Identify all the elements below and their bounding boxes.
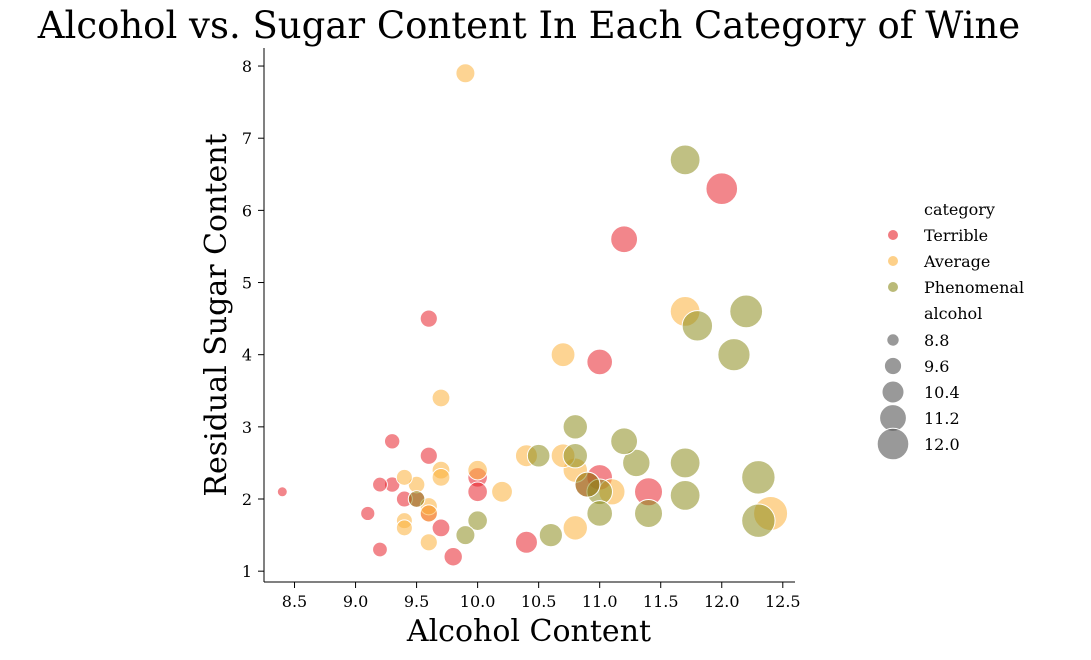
x-tick-label: 12.5 <box>765 592 801 611</box>
point-phenomenal-18 <box>729 294 764 329</box>
point-average-14 <box>550 342 576 368</box>
points-layer <box>276 63 789 567</box>
point-phenomenal-6 <box>562 443 588 469</box>
point-phenomenal-4 <box>538 522 563 548</box>
point-average-7 <box>431 388 451 408</box>
point-terrible-14 <box>467 481 488 503</box>
point-terrible-8 <box>419 309 438 328</box>
legend-swatch-phenomenal <box>887 281 899 293</box>
y-tick-label: 8 <box>242 57 252 76</box>
point-terrible-16 <box>586 348 613 376</box>
point-phenomenal-20 <box>741 503 776 538</box>
legend-size-label: 11.2 <box>924 409 960 428</box>
x-axis-label: Alcohol Content <box>406 614 651 649</box>
point-phenomenal-12 <box>634 498 664 528</box>
legend: category Terrible Average Phenomenal alcoh… <box>876 200 1024 461</box>
point-terrible-1 <box>360 505 376 522</box>
point-phenomenal-11 <box>622 448 651 478</box>
point-average-10 <box>455 63 476 84</box>
y-tick-label: 3 <box>242 418 252 437</box>
x-tick-label: 11.5 <box>643 592 679 611</box>
legend-size-swatch <box>886 333 900 347</box>
legend-size-label: 8.8 <box>924 331 949 350</box>
legend-swatch-average <box>887 255 899 267</box>
y-tick-label: 2 <box>242 490 252 509</box>
x-ticks: 8.5 9.0 9.5 10.0 10.5 11.0 11.5 12.0 12.5 <box>282 582 801 611</box>
legend-size-swatch <box>879 404 907 432</box>
point-phenomenal-16 <box>681 310 714 342</box>
point-terrible-3 <box>372 541 388 558</box>
point-average-2 <box>395 519 413 537</box>
x-tick-label: 9.0 <box>343 592 368 611</box>
legend-size-items: 8.8 9.6 10.4 11.2 12.0 <box>876 331 960 461</box>
point-phenomenal-14 <box>669 447 701 479</box>
x-tick-label: 10.5 <box>521 592 557 611</box>
legend-hue-items: Terrible Average Phenomenal <box>887 226 1024 297</box>
point-terrible-0 <box>276 486 288 498</box>
legend-size-label: 9.6 <box>924 357 949 376</box>
point-terrible-2 <box>372 476 388 493</box>
point-terrible-11 <box>431 518 451 538</box>
legend-size-label: 12.0 <box>924 435 960 454</box>
point-phenomenal-15 <box>669 480 701 511</box>
point-average-6 <box>419 533 438 552</box>
legend-label-average: Average <box>923 252 990 271</box>
point-average-9 <box>431 467 451 487</box>
point-phenomenal-5 <box>562 414 588 440</box>
legend-size-swatch <box>876 427 910 461</box>
legend-size-title: alcohol <box>924 304 982 323</box>
point-phenomenal-3 <box>526 443 551 468</box>
x-tick-label: 12.0 <box>704 592 740 611</box>
point-average-0 <box>395 468 413 486</box>
legend-label-phenomenal: Phenomenal <box>924 278 1024 297</box>
point-terrible-19 <box>610 225 639 254</box>
y-tick-label: 6 <box>242 201 252 220</box>
legend-hue-title: category <box>924 200 995 219</box>
y-tick-label: 7 <box>242 129 252 148</box>
point-average-11 <box>467 459 488 481</box>
chart-title: Alcohol vs. Sugar Content In Each Catego… <box>37 4 1020 47</box>
point-phenomenal-7 <box>574 471 601 498</box>
point-phenomenal-17 <box>717 338 751 372</box>
point-phenomenal-13 <box>669 144 701 176</box>
point-phenomenal-10 <box>610 427 639 456</box>
point-phenomenal-0 <box>407 490 426 508</box>
point-phenomenal-9 <box>586 500 613 527</box>
y-ticks: 1 2 3 4 5 6 7 8 <box>242 57 264 581</box>
legend-swatch-terrible <box>887 229 899 241</box>
x-tick-label: 10.0 <box>460 592 496 611</box>
x-tick-label: 9.5 <box>404 592 429 611</box>
point-terrible-15 <box>514 530 538 554</box>
y-tick-label: 1 <box>242 562 252 581</box>
point-terrible-21 <box>705 172 739 206</box>
x-tick-label: 11.0 <box>582 592 618 611</box>
legend-size-swatch <box>881 380 905 404</box>
legend-label-terrible: Terrible <box>924 226 988 245</box>
point-average-5 <box>419 504 438 523</box>
y-tick-label: 4 <box>242 346 252 365</box>
point-phenomenal-19 <box>741 460 776 495</box>
y-tick-label: 5 <box>242 274 252 293</box>
point-terrible-12 <box>443 547 463 567</box>
x-tick-label: 8.5 <box>282 592 307 611</box>
point-phenomenal-1 <box>455 525 476 546</box>
point-terrible-4 <box>383 433 401 450</box>
point-average-12 <box>491 480 513 503</box>
point-terrible-9 <box>419 446 438 465</box>
legend-size-label: 10.4 <box>924 383 960 402</box>
y-axis-label: Residual Sugar Content <box>199 133 234 496</box>
legend-size-swatch <box>883 356 903 376</box>
point-phenomenal-2 <box>467 510 488 531</box>
point-average-17 <box>562 515 588 541</box>
